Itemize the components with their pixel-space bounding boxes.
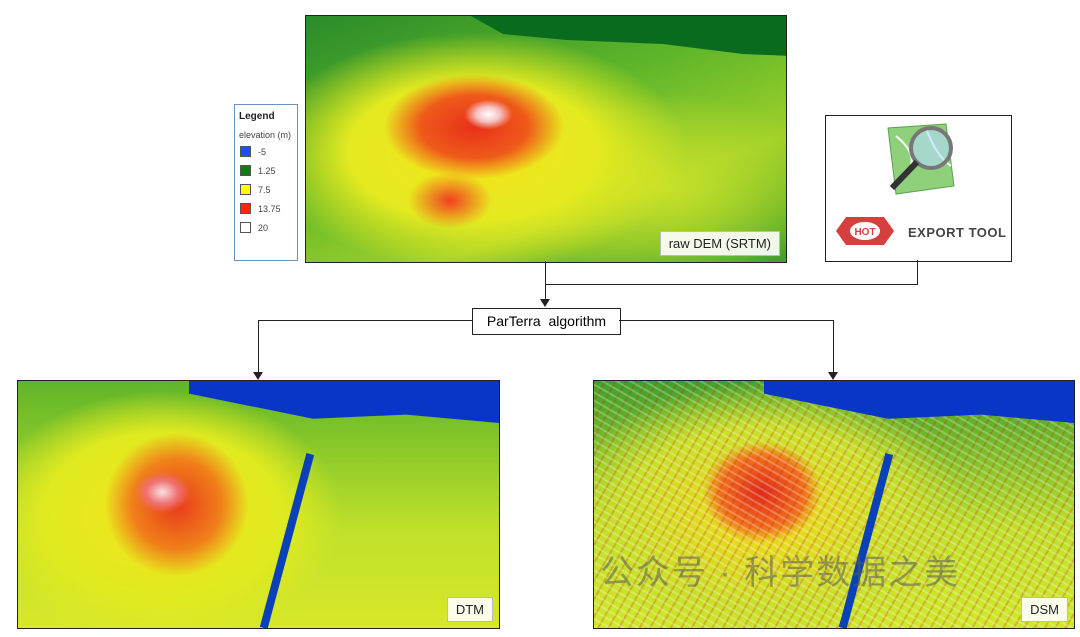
legend-swatch: [240, 184, 251, 195]
legend-item-label: -5: [258, 146, 267, 157]
legend-item: -5: [240, 146, 297, 157]
canal: [838, 453, 894, 628]
legend-swatch: [240, 222, 251, 233]
raw-dem-label: raw DEM (SRTM): [659, 231, 780, 256]
osm-magnifier-icon: [887, 123, 955, 195]
dsm-label: DSM: [1021, 597, 1068, 622]
legend-swatch: [240, 146, 251, 157]
watermark: 公众号 · 科学数据之美: [600, 554, 961, 592]
legend-subtitle: elevation (m): [239, 130, 292, 140]
river: [189, 381, 499, 423]
legend-item-label: 20: [258, 222, 269, 233]
dtm-map: DTM: [17, 380, 500, 629]
legend-item: 13.75: [240, 203, 297, 214]
water-area: [471, 16, 786, 56]
hot-logo: HOT: [836, 217, 894, 245]
arrow-icon: [253, 372, 263, 380]
parterra-algorithm-box: ParTerra algorithm: [472, 308, 621, 335]
arrow-icon: [828, 372, 838, 380]
dtm-label: DTM: [446, 597, 493, 622]
canal: [259, 453, 315, 628]
legend: Legend elevation (m) -5 1.25 7.5 13.75 20: [234, 104, 298, 261]
dsm-map: DSM: [593, 380, 1075, 629]
svg-text:HOT: HOT: [854, 227, 875, 238]
legend-item-label: 1.25: [258, 165, 276, 176]
legend-title: Legend: [239, 111, 275, 122]
raw-dem-map: raw DEM (SRTM): [305, 15, 787, 263]
legend-item: 7.5: [240, 184, 297, 195]
legend-item-label: 13.75: [258, 203, 281, 214]
hot-export-tool-box: HOT EXPORT TOOL: [825, 115, 1012, 262]
arrow-icon: [540, 299, 550, 307]
legend-swatch: [240, 165, 251, 176]
legend-item-label: 7.5: [258, 184, 271, 195]
legend-item: 20: [240, 222, 297, 233]
legend-swatch: [240, 203, 251, 214]
river: [764, 381, 1074, 423]
export-tool-label: EXPORT TOOL: [908, 225, 1007, 240]
legend-item: 1.25: [240, 165, 297, 176]
